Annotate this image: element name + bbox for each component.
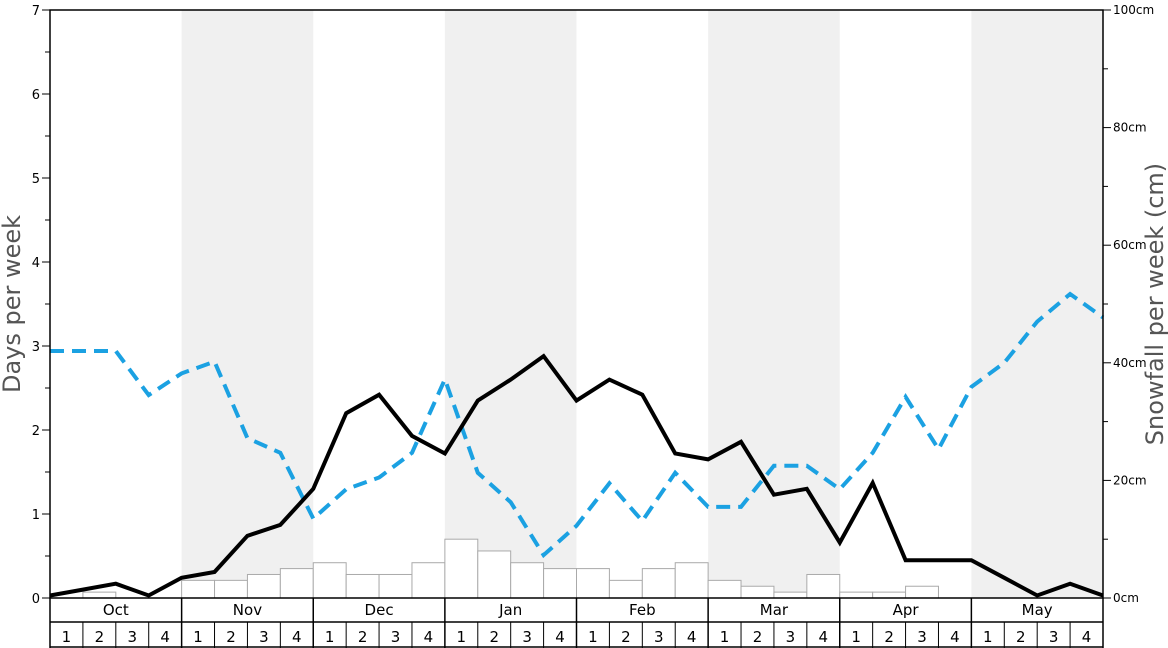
snowfall-bar — [345, 573, 380, 599]
week-label: 4 — [555, 628, 565, 646]
snowfall-bar — [181, 579, 216, 599]
snowfall-bar — [82, 591, 117, 599]
y-right-tick-label: 100cm — [1113, 3, 1154, 17]
week-label: 4 — [950, 628, 960, 646]
week-label: 2 — [226, 628, 236, 646]
week-label: 4 — [424, 628, 434, 646]
month-shade-may — [971, 10, 1103, 598]
y-axis-left-title: Days per week — [0, 215, 26, 393]
snowfall-bar — [444, 538, 479, 599]
y-right-tick-label: 80cm — [1113, 121, 1147, 135]
month-shading — [181, 10, 1103, 598]
week-label: 1 — [983, 628, 993, 646]
y-left-tick-label: 2 — [32, 424, 40, 439]
y-right-tick-label: 40cm — [1113, 356, 1147, 370]
solid-series-line — [49, 353, 1104, 598]
week-label: 1 — [720, 628, 730, 646]
axis-labels: 0 1 2 3 4 5 6 7 0cm 20cm 40cm 60cm 80cm 100cm Oct 1 2 3 4 N… — [32, 3, 1154, 646]
snowfall-bar — [576, 568, 610, 599]
week-label: 3 — [391, 628, 401, 646]
week-label: 3 — [917, 628, 927, 646]
snowfall-bar — [411, 562, 446, 599]
month-shade-jan — [444, 10, 577, 598]
week-label: 1 — [62, 628, 72, 646]
month-shade-nov — [181, 10, 314, 598]
month-label-mar: Mar — [760, 601, 789, 619]
week-label: 2 — [1016, 628, 1026, 646]
snowfall-bar — [641, 568, 676, 599]
week-label: 3 — [1049, 628, 1059, 646]
week-label: 3 — [786, 628, 796, 646]
week-label: 2 — [95, 628, 105, 646]
month-label-nov: Nov — [233, 601, 262, 619]
week-label: 3 — [654, 628, 664, 646]
snowfall-bar — [608, 579, 643, 599]
week-label: 1 — [588, 628, 598, 646]
week-label: 2 — [884, 628, 894, 646]
week-label: 2 — [621, 628, 631, 646]
snowfall-bars — [82, 538, 939, 599]
month-label-jan: Jan — [498, 601, 522, 619]
month-label-dec: Dec — [365, 601, 394, 619]
month-label-feb: Feb — [629, 601, 656, 619]
week-label: 2 — [358, 628, 368, 646]
week-label: 4 — [819, 628, 829, 646]
y-right-tick-label: 60cm — [1113, 238, 1147, 252]
week-label: 1 — [193, 628, 203, 646]
week-label: 3 — [522, 628, 532, 646]
month-label-may: May — [1022, 601, 1053, 619]
y-right-tick-label: 0cm — [1113, 591, 1139, 605]
y-axis-right-title: Snowfall per week (cm) — [1141, 163, 1168, 445]
week-label: 3 — [259, 628, 269, 646]
week-label: 3 — [127, 628, 137, 646]
week-label: 4 — [1082, 628, 1092, 646]
y-left-tick-label: 5 — [32, 172, 40, 187]
y-left-tick-label: 4 — [32, 256, 40, 271]
snowfall-bar — [246, 573, 281, 599]
week-label: 4 — [687, 628, 697, 646]
y-left-tick-label: 0 — [32, 592, 40, 607]
snowfall-bar — [740, 585, 775, 599]
series-lines — [49, 291, 1105, 598]
snowfall-bar — [279, 568, 314, 599]
week-label: 2 — [489, 628, 499, 646]
week-label: 4 — [160, 628, 170, 646]
y-left-tick-label: 1 — [32, 508, 40, 523]
snowfall-bar — [707, 579, 742, 599]
snowfall-bar — [378, 573, 413, 599]
snowfall-bar — [674, 562, 709, 599]
snowfall-bar — [543, 568, 577, 599]
month-shade-mar — [708, 10, 840, 598]
snowfall-bar — [872, 591, 907, 599]
week-label: 1 — [325, 628, 335, 646]
snowfall-bar — [477, 550, 512, 599]
y-left-tick-label: 3 — [32, 340, 40, 355]
month-label-oct: Oct — [103, 601, 129, 619]
snowfall-bar — [806, 573, 841, 599]
y-left-tick-label: 7 — [32, 4, 40, 19]
dashed-series-line — [50, 291, 1105, 559]
month-label-apr: Apr — [893, 601, 920, 619]
snowfall-bar — [510, 562, 545, 599]
snowfall-bar — [214, 579, 248, 599]
snowfall-bar — [839, 591, 874, 599]
week-label: 4 — [292, 628, 302, 646]
snowfall-bar — [773, 591, 808, 599]
y-right-tick-label: 20cm — [1113, 473, 1147, 487]
week-label: 2 — [753, 628, 763, 646]
week-label: 1 — [457, 628, 467, 646]
snowfall-bar — [905, 585, 939, 599]
y-left-tick-label: 6 — [32, 88, 40, 103]
axes — [42, 9, 1111, 648]
week-label: 1 — [851, 628, 861, 646]
snowfall-bar — [312, 562, 347, 599]
